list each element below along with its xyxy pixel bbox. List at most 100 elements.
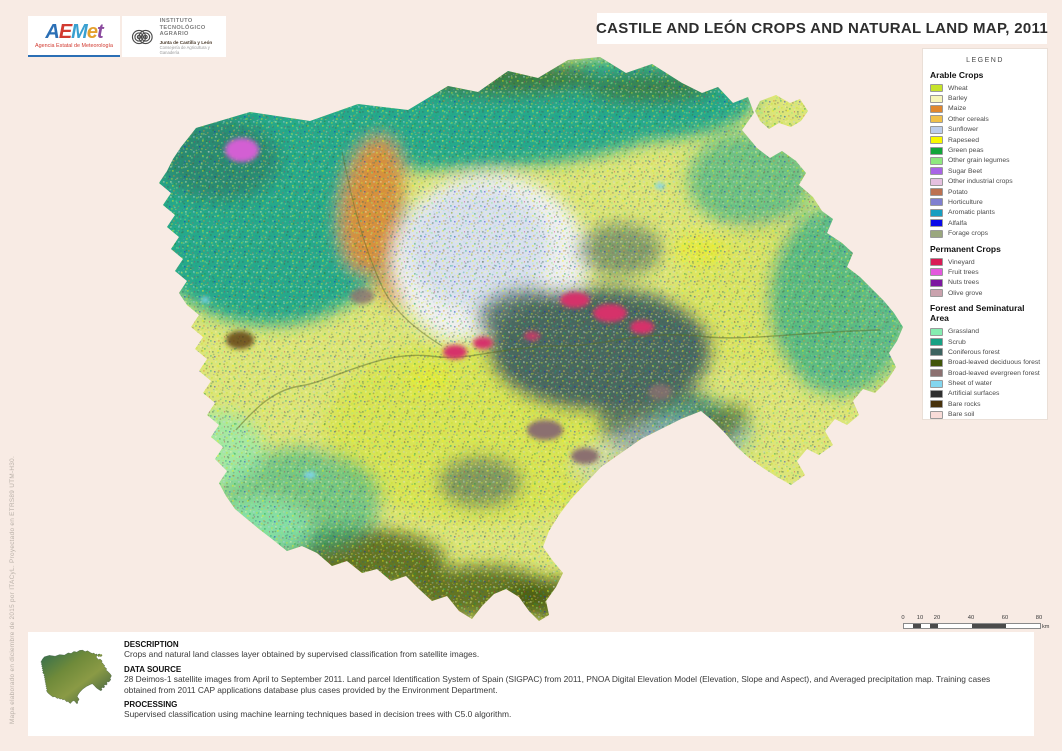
legend-item: Scrub xyxy=(930,337,1040,347)
aemet-wordmark: AEMet xyxy=(45,21,103,43)
ita-org-line: TECNOLÓGICO xyxy=(159,24,206,31)
map-credit-note: Mapa elaborado en diciembre de 2015 por … xyxy=(9,455,16,724)
legend-item-label: Other industrial crops xyxy=(948,178,1013,186)
river-line xyxy=(341,151,443,347)
ita-consejeria-label: Consejería de Agricultura y Ganadería xyxy=(159,44,210,55)
aemet-logo: AEMet Agencia Estatal de Meteorología xyxy=(28,16,120,57)
legend-swatch xyxy=(930,104,943,113)
legend-item: Green peas xyxy=(930,145,1040,155)
legend-item-label: Scrub xyxy=(948,338,966,346)
legend-swatch xyxy=(930,219,943,228)
scalebar-tick-label: 0 xyxy=(901,615,905,621)
legend-item: Potato xyxy=(930,187,1040,197)
legend-swatch xyxy=(930,146,943,155)
legend-item-label: Forage crops xyxy=(948,230,989,238)
ita-junta-label: Junta de Castilla y León xyxy=(159,39,213,45)
legend-swatch xyxy=(930,389,943,398)
legend-item-label: Aromatic plants xyxy=(948,209,995,217)
footer-section-heading: PROCESSING xyxy=(124,700,178,710)
legend-item-label: Fruit trees xyxy=(948,268,979,276)
legend-item: Forage crops xyxy=(930,228,1040,238)
legend-swatch xyxy=(930,348,943,357)
legend-swatch xyxy=(930,188,943,197)
legend-panel: LEGEND Arable Crops Wheat Barley Maize Other… xyxy=(922,48,1048,420)
scalebar-tick-label: 40 xyxy=(967,615,975,621)
logo-strip: AEMet Agencia Estatal de Meteorología IN… xyxy=(28,16,226,57)
legend-swatch xyxy=(930,229,943,238)
legend-swatch xyxy=(930,358,943,367)
scalebar-ticks: 0 10 20 40 60 80 xyxy=(901,615,1053,622)
legend-swatch xyxy=(930,379,943,388)
scalebar-tick-label: 80 xyxy=(1035,615,1043,621)
legend-item: Other cereals xyxy=(930,114,1040,124)
region-landcover-raster xyxy=(159,57,903,621)
legend-item: Horticulture xyxy=(930,197,1040,207)
page-title: CASTILE AND LEÓN CROPS AND NATURAL LAND … xyxy=(596,20,1048,37)
footer-section-body: Crops and natural land classes layer obt… xyxy=(124,649,480,659)
legend-item-label: Horticulture xyxy=(948,198,983,206)
legend-item-label: Potato xyxy=(948,188,968,196)
legend-item-label: Grassland xyxy=(948,328,979,336)
legend-item-label: Artificial surfaces xyxy=(948,390,1000,398)
legend-item: Maize xyxy=(930,104,1040,114)
legend-swatch xyxy=(930,167,943,176)
scalebar-unit: km xyxy=(1042,624,1050,630)
legend-item-label: Nuts trees xyxy=(948,279,979,287)
legend-item: Other industrial crops xyxy=(930,177,1040,187)
legend-item-label: Sugar Beet xyxy=(948,167,983,175)
legend-item-label: Green peas xyxy=(948,147,984,155)
legend-swatch xyxy=(930,289,943,298)
legend-item-label: Maize xyxy=(948,105,967,113)
legend-swatch xyxy=(930,115,943,124)
aemet-subtitle: Agencia Estatal de Meteorología xyxy=(35,43,113,49)
legend-swatch xyxy=(930,278,943,287)
scalebar-bar xyxy=(903,623,1041,629)
legend-item: Alfalfa xyxy=(930,218,1040,228)
scalebar-dark-segment xyxy=(912,624,921,628)
legend-item-label: Broad-leaved evergreen forest xyxy=(948,369,1040,377)
legend-item: Rapeseed xyxy=(930,135,1040,145)
footer-panel: DESCRIPTION Crops and natural land classe… xyxy=(28,632,1034,736)
legend-item: Fruit trees xyxy=(930,267,1040,277)
aemet-letter: M xyxy=(71,21,88,43)
footer-section-heading: DATA SOURCE xyxy=(124,664,182,674)
river-line xyxy=(235,329,881,431)
legend-item-label: Wheat xyxy=(948,84,968,92)
scalebar: 0 10 20 40 60 80 km xyxy=(901,615,1053,633)
scalebar-tick-label: 20 xyxy=(933,615,941,621)
legend-item: Sheet of water xyxy=(930,378,1040,388)
ita-logo: INSTITUTO TECNOLÓGICO AGRARIO Junta de Cas… xyxy=(122,16,226,57)
legend-item-label: Alfalfa xyxy=(948,219,967,227)
legend-item: Artificial surfaces xyxy=(930,389,1040,399)
legend-item: Sugar Beet xyxy=(930,166,1040,176)
footer-sections: DESCRIPTION Crops and natural land classe… xyxy=(124,640,1024,720)
legend-title: LEGEND xyxy=(966,57,1004,64)
scalebar-dark-segment xyxy=(929,624,938,628)
legend-swatch xyxy=(930,125,943,134)
legend-swatch xyxy=(930,338,943,346)
legend-swatch xyxy=(930,369,943,378)
legend-item: Wheat xyxy=(930,83,1040,93)
legend-sections: Arable Crops Wheat Barley Maize Other cereal… xyxy=(930,70,1040,420)
ita-org-lines: INSTITUTO TECNOLÓGICO AGRARIO xyxy=(160,18,218,37)
footer-section-body: Supervised classification using machine … xyxy=(124,709,512,720)
legend-item: Other grain legumes xyxy=(930,156,1040,166)
legend-swatch xyxy=(930,208,943,217)
legend-item-label: Sunflower xyxy=(948,126,979,134)
legend-swatch xyxy=(930,400,943,409)
legend-item-label: Other grain legumes xyxy=(948,157,1010,165)
legend-item-label: Broad-leaved deciduous forest xyxy=(948,359,1041,367)
legend-swatch xyxy=(930,258,943,267)
legend-section-title: Permanent Crops xyxy=(930,243,1001,254)
legend-swatch xyxy=(930,327,943,336)
legend-swatch xyxy=(930,84,943,93)
scalebar-tick-label: 60 xyxy=(1001,615,1009,621)
legend-swatch xyxy=(930,268,943,277)
legend-swatch xyxy=(930,410,943,419)
legend-item-label: Rapeseed xyxy=(948,136,979,144)
legend-item-label: Barley xyxy=(948,95,968,103)
legend-section-title: Forest and Seminatural Area xyxy=(930,303,1025,324)
legend-item: Aromatic plants xyxy=(930,208,1040,218)
ita-org-line: INSTITUTO xyxy=(159,18,193,25)
